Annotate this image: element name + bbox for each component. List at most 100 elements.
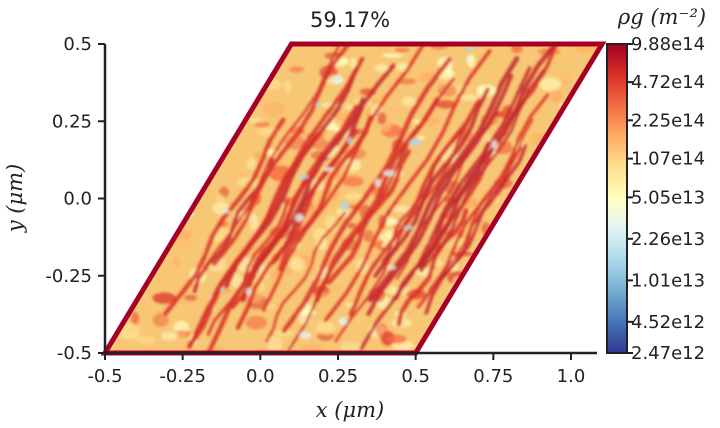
texture-patch [131,311,139,326]
texture-patch [386,107,407,112]
x-tick-label: -0.5 [87,366,122,387]
low-density-patch [222,210,231,214]
texture-patch [245,315,267,330]
colorbar-tick-label: 2.25e14 [631,110,705,131]
dislocation-streak [396,207,469,327]
texture-patch [282,98,301,104]
texture-patch [152,292,177,304]
y-ticks: -0.5 -0.25 0.0 0.25 0.5 [45,34,105,364]
dislocation-streak [230,169,319,310]
texture-patch [391,318,413,328]
colorbar-gradient [606,43,628,354]
low-density-patch [346,137,354,144]
texture-patch [320,291,332,301]
x-tick-label: 1.0 [557,366,586,387]
dislocation-streak [235,128,359,330]
y-tick-label: 0.0 [63,189,92,210]
texture-patch [284,80,292,94]
texture-patch [374,64,388,73]
low-density-patch [383,170,395,177]
low-density-patch [338,317,348,326]
texture-patch [401,96,416,107]
texture-patch [539,77,561,92]
dislocation-streak [212,44,351,267]
x-tick-label: 0.25 [318,366,358,387]
texture-patch [344,192,364,201]
texture-patch [561,75,570,91]
low-density-patch [246,287,252,296]
texture-patch [315,320,336,335]
x-tick-label: 0.0 [246,366,275,387]
colorbar-tick-label: 5.05e13 [631,187,705,208]
dislocation-streak [368,56,520,303]
texture-patch [118,323,141,338]
dislocation-streak [348,98,481,317]
texture-patch [392,205,413,213]
texture-patch [394,47,411,53]
colorbar-tick-label: 2.26e13 [631,229,705,250]
low-density-patch [466,45,473,53]
dislocation-streak [206,199,290,336]
dislocation-streak [417,44,558,269]
dislocation-streak [265,211,346,343]
texture-patch [289,257,305,272]
low-density-patch [403,225,414,230]
low-density-patch [297,174,309,179]
texture-patch [152,313,169,327]
low-density-patch [374,178,381,187]
colorbar-tick-label: 2.47e12 [631,343,705,364]
texture-patch [349,58,357,70]
texture-patch [377,239,384,246]
colorbar-tick-label: 1.01e13 [631,270,705,291]
dislocation-streak [198,44,341,278]
low-density-patch [220,287,225,292]
y-tick-label: 0.5 [63,34,92,55]
texture-patch [345,103,353,111]
x-axis-label: x (μm) [316,398,384,422]
low-density-patch [322,167,334,172]
texture-patch [435,100,456,109]
texture-patch [230,272,243,288]
x-tick-label: 0.75 [473,366,513,387]
colorbar-ticks: 9.88e14 4.72e14 2.25e14 1.07e14 5.05e13 2.26e… [627,34,705,364]
texture-patch [549,88,562,104]
y-tick-label: -0.25 [45,266,92,287]
texture-patch [246,156,256,171]
low-density-patch [340,201,349,211]
dislocation-streak [281,57,452,334]
x-tick-label: 0.5 [401,366,430,387]
colorbar-tick-label: 1.07e14 [631,149,705,170]
texture-patch [341,342,362,353]
colorbar-tick-label: 9.88e14 [631,34,705,55]
texture-patch [347,222,356,229]
colorbar-label: ρg (m⁻²) [617,5,706,29]
dislocation-streak [186,132,321,349]
texture-patch [418,135,425,140]
colorbar-tick-label: 4.52e12 [631,312,705,333]
texture-patch [289,66,305,73]
texture-patch [363,229,374,243]
dislocation-streak [419,69,545,273]
density-texture [105,44,596,353]
dislocation-streak [240,97,366,303]
texture-patch [325,284,346,290]
low-density-patch [409,138,422,147]
dislocation-streak [373,87,490,278]
texture-patch [161,331,179,341]
plot-area [100,41,607,356]
texture-patch [137,336,156,345]
low-density-patch [332,75,343,84]
colorbar: 9.88e14 4.72e14 2.25e14 1.07e14 5.05e13 2.26e… [606,5,706,364]
texture-patch [183,294,198,301]
y-tick-label: 0.25 [52,111,92,132]
x-ticks: -0.5 -0.25 0.0 0.25 0.5 0.75 1.0 [87,353,585,387]
y-tick-label: -0.5 [57,343,92,364]
chart-title: 59.17% [310,8,390,32]
texture-patch [215,193,225,202]
texture-patch [268,268,280,280]
texture-patch [341,176,364,187]
dislocation-streak [359,66,532,351]
dislocation-streak [262,44,426,312]
low-density-patch [315,102,321,107]
